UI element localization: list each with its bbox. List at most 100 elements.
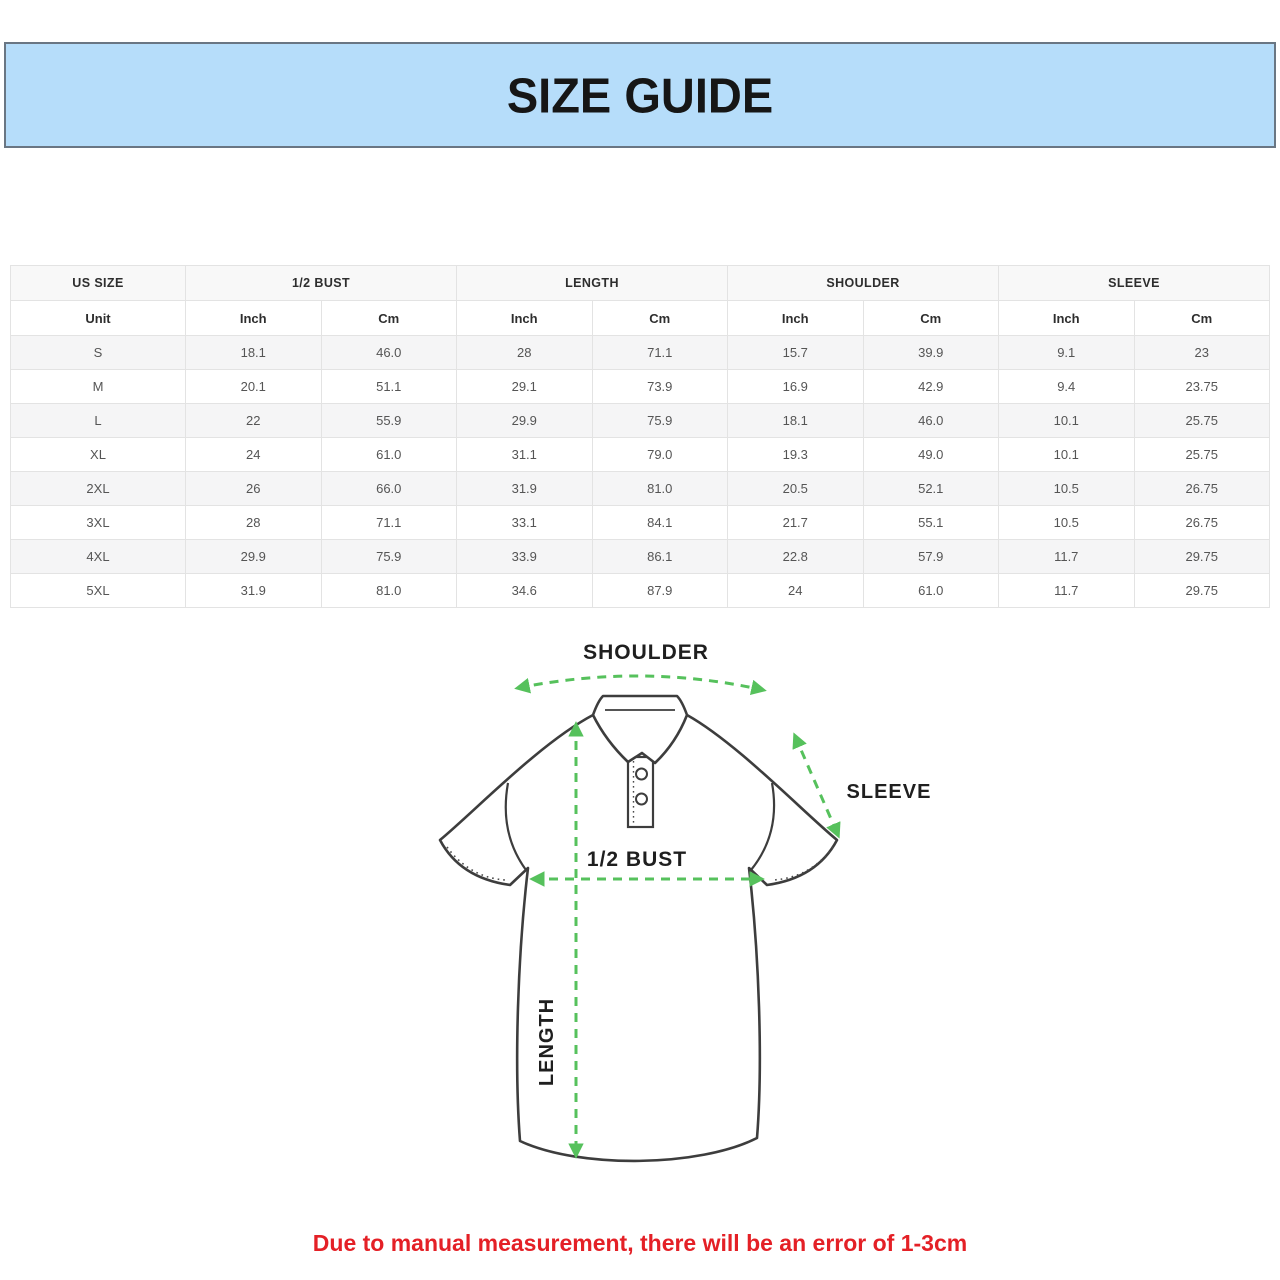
measurement-cell: 49.0 [862, 437, 999, 472]
unit-header: Inch [727, 300, 864, 336]
page-title: SIZE GUIDE [506, 67, 774, 123]
measurement-cell: 15.7 [727, 335, 864, 370]
placket [626, 755, 655, 829]
button [635, 792, 648, 806]
table-row: 4XL 29.9 75.9 33.9 86.1 22.8 57.9 11.7 29.75 [10, 539, 1270, 574]
measurement-cell: 28 [185, 505, 322, 540]
measurement-cell: 46.0 [320, 335, 457, 370]
measurement-cell: 81.0 [320, 573, 457, 608]
button [635, 767, 648, 781]
shirt-measurement-diagram: SHOULDER SLEEVE 1/2 BUST LENGTH [430, 633, 950, 1203]
unit-header: Cm [591, 300, 728, 336]
measurement-cell: 31.9 [456, 471, 593, 506]
column-header-length: LENGTH [456, 265, 728, 301]
measurement-cell: 21.7 [727, 505, 864, 540]
sleeve-label: SLEEVE [847, 781, 932, 803]
collar [591, 694, 689, 765]
measurement-cell: 29.75 [1133, 539, 1270, 574]
measurement-cell: 33.9 [456, 539, 593, 574]
unit-header: Cm [862, 300, 999, 336]
length-label: LENGTH [536, 998, 558, 1086]
column-header-shoulder: SHOULDER [727, 265, 999, 301]
measurement-cell: 24 [185, 437, 322, 472]
measurement-cell: 29.1 [456, 369, 593, 404]
measurement-cell: 84.1 [591, 505, 728, 540]
measurement-cell: 61.0 [320, 437, 457, 472]
measurement-cell: 10.5 [998, 471, 1135, 506]
measurement-cell: 55.1 [862, 505, 999, 540]
measurement-cell: 25.75 [1133, 403, 1270, 438]
measurement-cell: 26.75 [1133, 471, 1270, 506]
unit-header: Inch [185, 300, 322, 336]
measurement-cell: 39.9 [862, 335, 999, 370]
bust-label: 1/2 BUST [587, 848, 687, 871]
measurement-cell: 10.1 [998, 437, 1135, 472]
measurement-cell: 9.4 [998, 369, 1135, 404]
size-table-body: S 18.1 46.0 28 71.1 15.7 39.9 9.1 23 M 20.1 51.1 29.… [10, 335, 1270, 608]
measurement-cell: 18.1 [727, 403, 864, 438]
measurement-cell: 33.1 [456, 505, 593, 540]
unit-header: Inch [998, 300, 1135, 336]
measurement-cell: 18.1 [185, 335, 322, 370]
measurement-cell: 9.1 [998, 335, 1135, 370]
measurement-cell: 11.7 [998, 573, 1135, 608]
measurement-cell: 29.9 [185, 539, 322, 574]
polo-shirt-outline [438, 713, 839, 1163]
measurement-cell: 46.0 [862, 403, 999, 438]
measurement-cell: 31.1 [456, 437, 593, 472]
measurement-cell: 23 [1133, 335, 1270, 370]
size-cell: 4XL [10, 539, 186, 574]
size-cell: M [10, 369, 186, 404]
measurement-cell: 73.9 [591, 369, 728, 404]
table-row: S 18.1 46.0 28 71.1 15.7 39.9 9.1 23 [10, 335, 1270, 370]
column-header-us-size: US SIZE [10, 265, 186, 301]
measurement-cell: 66.0 [320, 471, 457, 506]
measurement-cell: 57.9 [862, 539, 999, 574]
measurement-cell: 34.6 [456, 573, 593, 608]
measurement-cell: 16.9 [727, 369, 864, 404]
column-header-bust: 1/2 BUST [185, 265, 457, 301]
measurement-cell: 26 [185, 471, 322, 506]
measurement-cell: 31.9 [185, 573, 322, 608]
measurement-cell: 10.5 [998, 505, 1135, 540]
measurement-cell: 22.8 [727, 539, 864, 574]
unit-header: Inch [456, 300, 593, 336]
size-cell: 2XL [10, 471, 186, 506]
right-armhole-seam [750, 782, 776, 871]
measurement-cell: 81.0 [591, 471, 728, 506]
measurement-cell: 20.1 [185, 369, 322, 404]
measurement-cell: 55.9 [320, 403, 457, 438]
shoulder-arrow [514, 674, 767, 696]
measurement-cell: 86.1 [591, 539, 728, 574]
measurement-cell: 29.75 [1133, 573, 1270, 608]
left-sleeve-stitch [446, 846, 507, 881]
size-table-container: US SIZE 1/2 BUST LENGTH SHOULDER SLEEVE … [10, 265, 1270, 608]
polo-shirt-svg: SHOULDER SLEEVE 1/2 BUST LENGTH [438, 641, 932, 1163]
measurement-cell: 11.7 [998, 539, 1135, 574]
measurement-cell: 29.9 [456, 403, 593, 438]
measurement-cell: 25.75 [1133, 437, 1270, 472]
measurement-cell: 20.5 [727, 471, 864, 506]
size-cell: 5XL [10, 573, 186, 608]
measurement-note: Due to manual measurement, there will be… [312, 1230, 968, 1256]
size-cell: 3XL [10, 505, 186, 540]
measurement-cell: 24 [727, 573, 864, 608]
unit-header: Cm [320, 300, 457, 336]
table-row: 5XL 31.9 81.0 34.6 87.9 24 61.0 11.7 29.75 [10, 573, 1270, 608]
measurement-cell: 10.1 [998, 403, 1135, 438]
table-row: L 22 55.9 29.9 75.9 18.1 46.0 10.1 25.75 [10, 403, 1270, 438]
shoulder-label: SHOULDER [583, 641, 709, 664]
measurement-cell: 22 [185, 403, 322, 438]
right-sleeve-stitch [772, 846, 834, 881]
table-row: XL 24 61.0 31.1 79.0 19.3 49.0 10.1 25.75 [10, 437, 1270, 472]
measurement-cell: 28 [456, 335, 593, 370]
unit-header: Unit [10, 300, 186, 336]
measurement-cell: 87.9 [591, 573, 728, 608]
measurement-cell: 75.9 [591, 403, 728, 438]
table-group-header-row: US SIZE 1/2 BUST LENGTH SHOULDER SLEEVE [10, 265, 1270, 301]
measurement-cell: 71.1 [591, 335, 728, 370]
table-unit-header-row: Unit Inch Cm Inch Cm Inch Cm Inch Cm [10, 300, 1270, 336]
measurement-cell: 23.75 [1133, 369, 1270, 404]
measurement-cell: 19.3 [727, 437, 864, 472]
measurement-cell: 71.1 [320, 505, 457, 540]
